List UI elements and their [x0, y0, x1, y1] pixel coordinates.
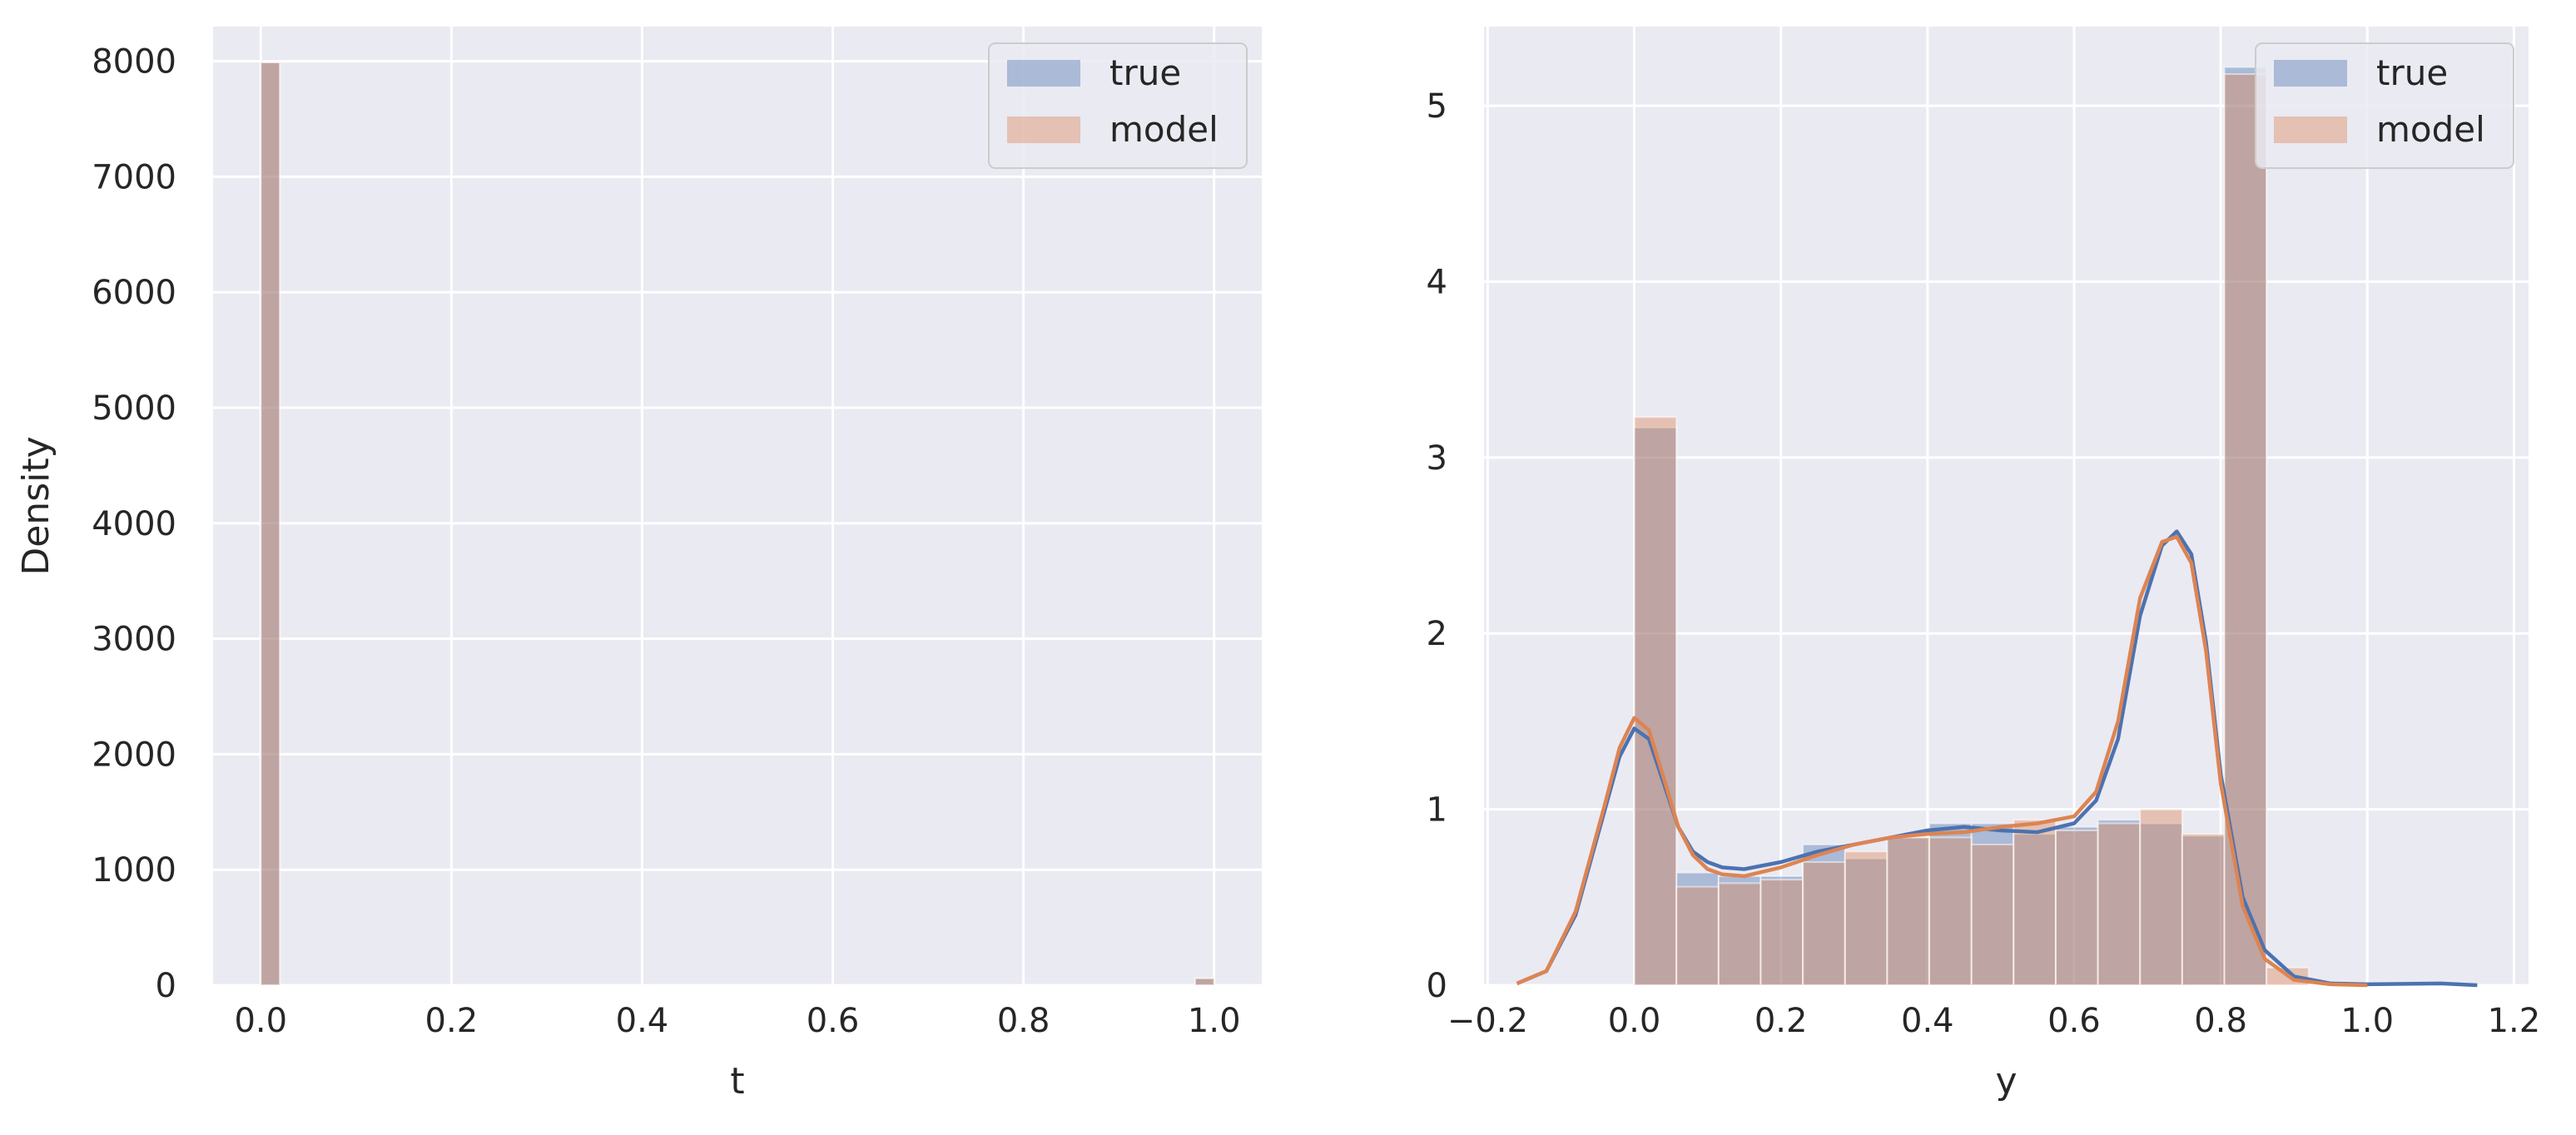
y-tick-label: 4000 [92, 505, 176, 543]
y-tick-label: 3 [1427, 439, 1447, 478]
histogram-bar-true [2013, 833, 2057, 986]
y-tick-label: 3000 [92, 621, 176, 659]
y-tick-label: 2 [1427, 615, 1447, 653]
plot-background [213, 27, 1262, 985]
x-tick-label: 0.6 [2047, 1002, 2101, 1040]
histogram-bar-model [1675, 885, 1720, 987]
x-tick-label: 0.2 [425, 1002, 479, 1040]
legend-label-true: true [2376, 52, 2448, 93]
y-tick-label: 8000 [92, 43, 176, 82]
histogram-bar-true [2054, 825, 2099, 986]
legend-label-model: model [1109, 109, 1219, 150]
x-tick-label: 1.2 [2488, 1002, 2541, 1040]
histogram-bar-true [2181, 835, 2226, 986]
histogram-bar-model [1760, 879, 1804, 987]
legend-swatch-model [1007, 116, 1080, 143]
x-tick-label: 0.8 [2194, 1002, 2247, 1040]
histogram-bar-true [1970, 822, 2015, 986]
legend-frame [2255, 42, 2514, 169]
histogram-bar-model [2223, 73, 2268, 987]
x-axis-label: t [730, 1060, 744, 1103]
histogram-bar-model [2097, 822, 2142, 986]
legend: true model [988, 42, 1248, 169]
subplot-2: −0.2 0.0 0.2 0.4 0.6 0.8 1.0 1.2 0 1 2 3 4 5 y true mode… [1427, 27, 2541, 1103]
legend-swatch-model [2274, 116, 2347, 143]
histogram-bar-model [1928, 836, 1973, 986]
y-tick-label: 2000 [92, 736, 176, 774]
histogram-bar-model [1194, 977, 1215, 986]
x-tick-label: −0.2 [1447, 1002, 1528, 1040]
legend-swatch-true [2274, 60, 2347, 87]
x-tick-label: 0.4 [1901, 1002, 1954, 1040]
x-tick-label: 1.0 [1188, 1002, 1241, 1040]
y-tick-label: 5 [1427, 87, 1447, 126]
y-tick-label: 0 [1427, 967, 1447, 1005]
histogram-bar-model [1886, 836, 1931, 986]
y-tick-label: 5000 [92, 389, 176, 428]
x-tick-label: 0.6 [807, 1002, 860, 1040]
subplot-1: 0.0 0.2 0.4 0.6 0.8 1.0 0 1000 2000 3000 4000 5000 6… [15, 27, 1262, 1103]
legend-label-model: model [2376, 109, 2485, 150]
y-tick-label: 7000 [92, 158, 176, 196]
x-tick-label: 1.0 [2340, 1002, 2394, 1040]
y-axis-label: Density [15, 436, 57, 575]
histogram-bar-true [1928, 822, 1973, 986]
y-tick-label: 1000 [92, 851, 176, 890]
x-tick-label: 0.8 [997, 1002, 1050, 1040]
legend: true model [2255, 42, 2514, 169]
x-tick-label: 0.2 [1755, 1002, 1808, 1040]
histogram-bar-model [1802, 861, 1846, 987]
histogram-bar-true [1633, 426, 1678, 986]
histogram-bar-model [2181, 833, 2226, 986]
y-tick-label: 1 [1427, 791, 1447, 830]
histogram-bar-true [2097, 819, 2142, 986]
legend-label-true: true [1109, 52, 1181, 93]
histogram-bar-model [1633, 416, 1678, 986]
legend-swatch-true [1007, 60, 1080, 87]
x-tick-label: 0.4 [616, 1002, 669, 1040]
x-tick-label: 0.0 [234, 1002, 287, 1040]
kde-line-model [1516, 534, 2368, 988]
x-axis-label: y [1995, 1060, 2017, 1103]
legend-frame [988, 42, 1248, 169]
x-tick-label: 0.0 [1608, 1002, 1661, 1040]
histogram-bar-model [260, 62, 281, 987]
histogram-bar-model [2054, 829, 2099, 987]
y-tick-label: 0 [156, 967, 176, 1005]
histogram-bar-model [2139, 808, 2183, 986]
y-tick-label: 6000 [92, 274, 176, 312]
histogram-bar-model [1844, 850, 1889, 986]
histogram-bar-model [1970, 843, 2015, 987]
y-tick-label: 4 [1427, 263, 1447, 301]
histogram-bar-model [2013, 819, 2057, 986]
histogram-bar-model [1717, 882, 1762, 987]
